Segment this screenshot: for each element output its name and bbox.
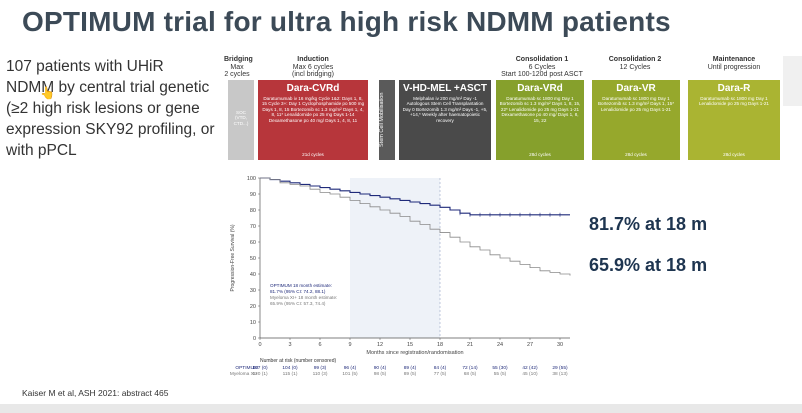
- x-tick-label: 0: [258, 342, 261, 348]
- y-axis-label: Progression-Free Survival (%): [230, 224, 236, 291]
- y-tick-label: 50: [250, 256, 256, 262]
- y-tick-label: 60: [250, 240, 256, 246]
- y-tick-label: 80: [250, 208, 256, 214]
- y-tick-label: 20: [250, 304, 256, 310]
- phase-consolidation-2: Consolidation 2 12 Cycles: [608, 56, 662, 71]
- risk-cell: 96 (4): [344, 365, 357, 371]
- risk-cell: 89 (5): [404, 371, 417, 377]
- x-tick-label: 24: [497, 342, 503, 348]
- annotation-line: 81.7% (95% CI: 74.2, 88.1): [270, 289, 326, 294]
- risk-cell: 110 (3): [313, 371, 328, 377]
- risk-cell: 101 (5): [342, 371, 358, 377]
- citation: Kaiser M et al, ASH 2021: abstract 465: [22, 388, 169, 398]
- slide-title: OPTIMUM trial for ultra high risk NDMM p…: [22, 6, 671, 37]
- treatment-scheme: Bridging Max 2 cycles Induction Max 6 cycle…: [224, 56, 782, 166]
- x-tick-label: 27: [527, 342, 533, 348]
- x-tick-label: 15: [407, 342, 413, 348]
- phase-bridging: Bridging Max 2 cycles: [224, 56, 253, 78]
- risk-cell: 107 (0): [252, 365, 268, 371]
- estimate-optimum: 81.7% at 18 m: [589, 214, 708, 234]
- risk-cell: 99 (3): [314, 365, 327, 371]
- series-line-1: [260, 177, 571, 276]
- annotation-line: OPTIMUM 18 month estimate:: [270, 283, 332, 288]
- x-axis-label: Months since registration/randomisation: [366, 350, 463, 356]
- estimate-myeloma-xi: 65.9% at 18 m: [589, 255, 708, 275]
- x-tick-label: 12: [377, 342, 383, 348]
- risk-row-label: OPTIMUM: [235, 365, 258, 371]
- x-tick-label: 30: [557, 342, 563, 348]
- risk-cell: 38 (13): [552, 371, 568, 377]
- stem-cell-mobilisation: Stem Cell Mobilisation: [379, 80, 395, 160]
- y-tick-label: 40: [250, 272, 256, 278]
- box-dara-r: Dara-R Daratumumab sc 1800 mg Day 1 Lena…: [688, 80, 780, 160]
- box-dara-vrd: Dara-VRd Daratumumab sc 1800 mg Day 1 Bo…: [496, 80, 584, 160]
- bottom-strip: [0, 404, 802, 413]
- risk-cell: 120 (1): [252, 371, 268, 377]
- x-tick-label: 21: [467, 342, 473, 348]
- side-strip: [783, 56, 802, 106]
- risk-cell: 98 (5): [374, 371, 387, 377]
- risk-cell: 89 (4): [404, 365, 417, 371]
- x-tick-label: 3: [288, 342, 291, 348]
- x-tick-label: 18: [437, 342, 443, 348]
- mouse-cursor-icon: 👆: [40, 86, 55, 100]
- annotation-line: Myeloma XI+ 18 month estimate:: [270, 295, 337, 300]
- phase-maintenance: Maintenance Until progression: [707, 56, 761, 71]
- risk-cell: 55 (30): [492, 365, 508, 371]
- risk-cell: 68 (5): [464, 371, 477, 377]
- box-dara-vr: Dara-VR Daratumumab sc 1800 mg Day 1 Bor…: [592, 80, 680, 160]
- risk-table-title: Number at risk (number censored): [260, 358, 336, 364]
- risk-cell: 45 (10): [522, 371, 538, 377]
- y-tick-label: 70: [250, 224, 256, 230]
- phase-induction: Induction Max 6 cycles (incl bridging): [291, 56, 335, 78]
- y-tick-label: 90: [250, 192, 256, 198]
- annotation-line: 65.9% (95% CI: 57.3, 74.4): [270, 301, 326, 306]
- patient-description: 107 patients with UHiR NDMM by central t…: [6, 58, 215, 159]
- y-tick-label: 0: [253, 336, 256, 342]
- risk-cell: 77 (5): [434, 371, 447, 377]
- risk-cell: 42 (42): [522, 365, 538, 371]
- risk-cell: 55 (5): [494, 371, 507, 377]
- box-vhdmel-asct: V-HD-MEL +ASCT Melphalan iv 200 mg/m² Da…: [399, 80, 491, 160]
- risk-cell: 115 (1): [283, 371, 298, 377]
- box-dara-cvrd: Dara-CVRd Daratumumab iv 16 mg/kg Cycle …: [258, 80, 368, 160]
- x-tick-label: 9: [348, 342, 351, 348]
- x-tick-label: 6: [318, 342, 321, 348]
- risk-cell: 72 (14): [462, 365, 478, 371]
- kaplan-meier-chart: 0 10 20 30 40 50 60 70 80 90 100 0 3 6 9 12 15 18 21 24 27 30…: [230, 176, 571, 377]
- y-tick-label: 30: [250, 288, 256, 294]
- risk-cell: 84 (4): [434, 365, 447, 371]
- y-tick-label: 100: [247, 176, 256, 182]
- risk-cell: 104 (0): [282, 365, 298, 371]
- risk-cell: 90 (4): [374, 365, 387, 371]
- shaded-region: [350, 178, 440, 338]
- box-soc: SOC (VTD, CTD...): [228, 80, 254, 160]
- risk-row-label: Myeloma XI+: [230, 371, 258, 377]
- y-tick-label: 10: [250, 320, 256, 326]
- risk-cell: 29 (55): [552, 365, 568, 371]
